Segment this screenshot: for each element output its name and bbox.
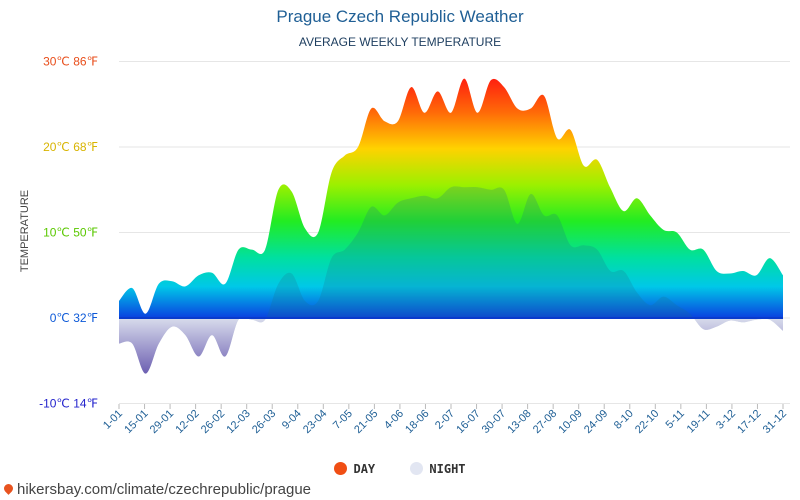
chart-title: Prague Czech Republic Weather (276, 7, 524, 26)
legend: DAY NIGHT (0, 462, 800, 476)
x-tick-label: 12-02 (173, 408, 201, 436)
x-tick-label: 13-08 (505, 408, 533, 436)
x-tick-label: 31-12 (761, 408, 789, 436)
y-tick-label: 30℃ 86℉ (43, 55, 98, 69)
legend-day-label: DAY (353, 462, 376, 476)
legend-item-night[interactable]: NIGHT (410, 462, 466, 476)
x-tick-label: 27-08 (531, 408, 559, 436)
series-areas (119, 78, 783, 374)
source-link-text: hikersbay.com/climate/czechrepublic/prag… (17, 481, 312, 498)
y-tick-label: 0℃ 32℉ (50, 311, 98, 325)
x-tick-label: 30-07 (480, 408, 508, 436)
location-pin-icon (2, 482, 15, 495)
x-tick-label: 22-10 (633, 408, 661, 436)
x-tick-label: 26-02 (199, 408, 227, 436)
x-tick-label: 12-03 (224, 408, 252, 436)
x-tick-label: 23-04 (301, 408, 329, 436)
y-tick-label: 10℃ 50℉ (43, 226, 98, 240)
x-tick-label: 19-11 (685, 408, 713, 436)
source-link[interactable]: hikersbay.com/climate/czechrepublic/prag… (2, 481, 312, 498)
x-tick-label: 26-03 (250, 408, 278, 436)
x-tick-label: 18-06 (403, 408, 431, 436)
y-tick-labels: 30℃ 86℉ 20℃ 68℉ 10℃ 50℉ 0℃ 32℉ -10℃ 14℉ (39, 55, 98, 411)
x-tick-label: 29-01 (148, 408, 176, 436)
x-tick-label: 21-05 (352, 408, 380, 436)
night-area-negative (119, 318, 783, 374)
y-tick-label: -10℃ 14℉ (39, 397, 98, 411)
day-dot-icon (334, 462, 348, 475)
x-tick-label: 15-01 (122, 408, 150, 436)
chart-subtitle: AVERAGE WEEKLY TEMPERATURE (298, 35, 502, 49)
x-tick-label: 5-11 (663, 408, 686, 431)
night-dot-icon (410, 462, 424, 475)
night-area-positive (119, 186, 783, 374)
legend-item-day[interactable]: DAY (334, 462, 375, 476)
x-tick-label: 24-09 (582, 408, 610, 436)
x-tick-label: 16-07 (454, 408, 482, 436)
day-area (119, 78, 783, 318)
x-tick-label: 17-12 (735, 408, 763, 436)
x-tick-label: 10-09 (556, 408, 584, 436)
y-tick-label: 20℃ 68℉ (43, 140, 98, 154)
legend-night-label: NIGHT (429, 462, 466, 476)
